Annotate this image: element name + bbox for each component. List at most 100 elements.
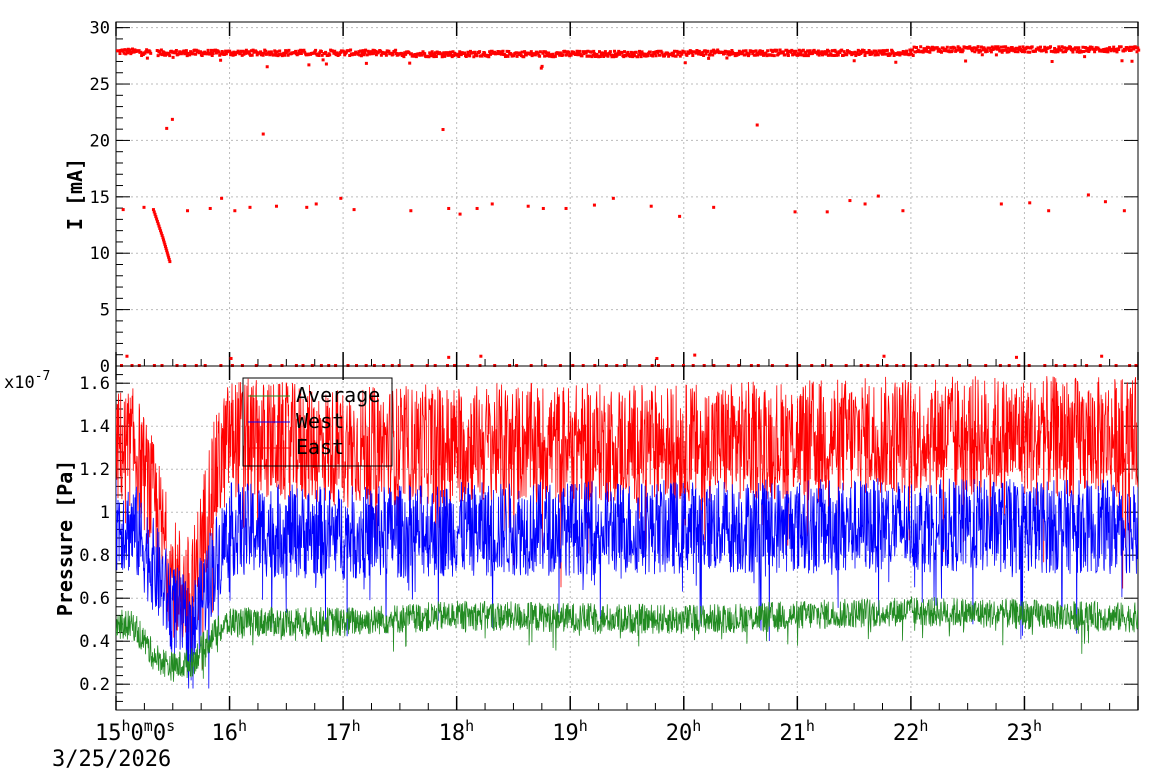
legend-label-west: West [296, 409, 344, 433]
data-point [352, 208, 356, 212]
plot-frame [115, 21, 1139, 367]
time-hours: 21 [779, 721, 806, 746]
series-line-average [116, 596, 1138, 682]
data-point [1047, 209, 1051, 213]
y-exponent-power: -7 [35, 369, 51, 384]
data-point [162, 238, 166, 242]
data-point [166, 253, 170, 257]
series-line-west [116, 477, 1138, 689]
data-point [564, 206, 568, 210]
data-point [151, 208, 155, 212]
data-point [261, 132, 265, 136]
x-tick-label: 20h [666, 717, 702, 746]
data-point [712, 205, 716, 209]
data-point [305, 205, 309, 209]
time-minutes: 0 [131, 721, 144, 746]
data-point [848, 199, 852, 203]
data-point [159, 229, 163, 233]
data-point [167, 255, 171, 259]
y-tick-label: 0.4 [79, 632, 110, 652]
time-hours: 23 [1006, 721, 1033, 746]
y-tick-label: 10 [90, 244, 110, 264]
data-point [163, 244, 167, 248]
data-point [167, 257, 171, 261]
time-unit-superscript: h [919, 717, 928, 735]
legend-label-average: Average [296, 383, 380, 407]
data-segment [399, 49, 686, 70]
x-tick-label: 23h [1006, 717, 1042, 746]
time-hours: 19 [552, 721, 579, 746]
y-tick-label: 1 [100, 503, 110, 523]
data-point [248, 205, 252, 209]
data-point [159, 231, 163, 235]
x-tick-label: 17h [325, 717, 361, 746]
data-points [116, 47, 153, 60]
data-point [156, 222, 160, 226]
data-segment [155, 48, 403, 69]
data-point [441, 128, 445, 132]
time-hours: 18 [439, 721, 466, 746]
data-point [876, 194, 880, 198]
data-point [825, 210, 829, 214]
time-unit-superscript: m [144, 717, 153, 735]
data-point [162, 240, 166, 244]
series-current [116, 45, 1141, 367]
data-point [475, 206, 479, 210]
data-point [163, 242, 167, 246]
data-point [693, 353, 697, 357]
data-point [168, 260, 172, 264]
data-point [229, 356, 233, 360]
data-point [125, 354, 129, 358]
data-segment [910, 45, 1141, 63]
y-axis-title: I [mA] [63, 158, 87, 230]
data-point [1086, 193, 1090, 197]
y-tick-label: 0 [100, 357, 110, 377]
data-point [490, 202, 494, 206]
data-point [447, 206, 451, 210]
data-point [152, 210, 156, 214]
time-unit-superscript: h [352, 717, 361, 735]
data-point [755, 123, 759, 127]
data-point [611, 196, 615, 200]
data-point [447, 355, 451, 359]
time-unit-superscript: h [806, 717, 815, 735]
data-points [683, 48, 914, 65]
time-unit-superscript: h [238, 717, 247, 735]
x-tick-label: 16h [212, 717, 248, 746]
time-hours: 20 [666, 721, 693, 746]
data-point [157, 224, 161, 228]
data-point [901, 209, 905, 213]
data-points [155, 48, 403, 69]
time-unit-superscript: h [692, 717, 701, 735]
data-points [399, 49, 686, 70]
data-point [1100, 354, 1104, 358]
legend-label-east: East [296, 435, 344, 459]
data-point [649, 204, 653, 208]
y-tick-label: 0.6 [79, 589, 110, 609]
current-panel: 0 5 10 15 20 25 30 I [mA] [63, 19, 1141, 377]
data-point [592, 203, 596, 207]
data-point [186, 209, 190, 213]
data-point [863, 202, 867, 206]
y-tick-label: 30 [90, 19, 110, 39]
data-point [164, 247, 168, 251]
time-hours: 15 [95, 721, 122, 746]
data-points [910, 45, 1141, 63]
time-hours: 16 [212, 721, 239, 746]
y-tick-label: 1.6 [79, 374, 110, 394]
x-tick-label: 21h [779, 717, 815, 746]
time-hours: 17 [325, 721, 352, 746]
time-hours: 22 [893, 721, 920, 746]
x-tick-label: 18h [439, 717, 475, 746]
time-unit-superscript: h [465, 717, 474, 735]
pressure-panel: 0.2 0.4 0.6 0.8 1 1.2 1.4 1.6 Pressure [Pa] x10-7… [4, 365, 1139, 711]
data-point [678, 214, 682, 218]
date-label: 3/25/2026 [52, 747, 171, 772]
data-point [999, 202, 1003, 206]
y-tick-label: 1.2 [79, 460, 110, 480]
data-point [158, 226, 162, 230]
y-tick-label: 15 [90, 188, 110, 208]
time-unit-superscript: h [579, 717, 588, 735]
